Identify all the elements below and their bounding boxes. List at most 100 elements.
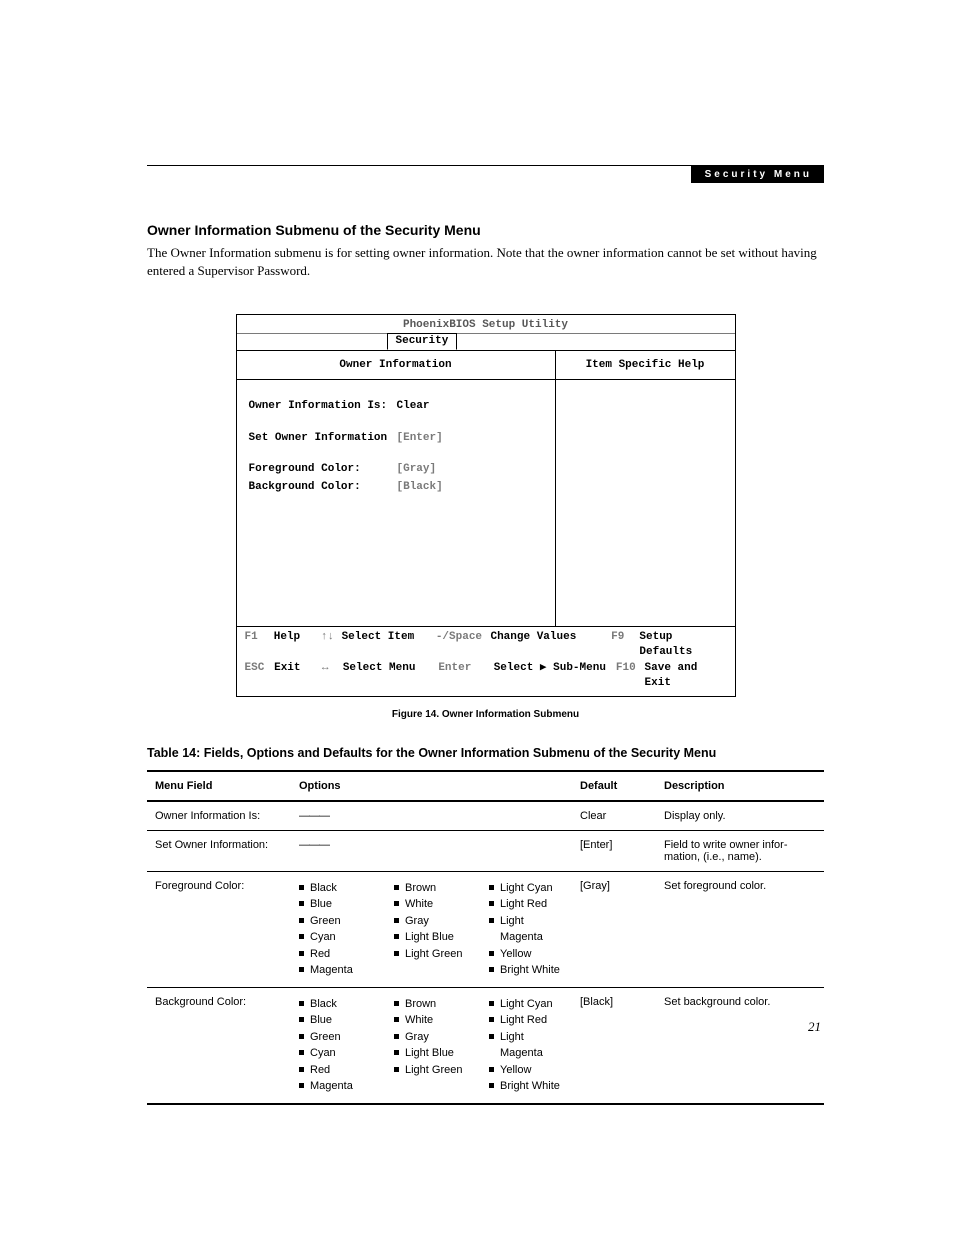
bios-value: Clear [397, 398, 430, 416]
option-item: Yellow [489, 1062, 564, 1079]
cell-description: Display only. [656, 801, 824, 831]
cell-menu-field: Background Color: [147, 987, 291, 1104]
bios-label: Background Color: [249, 479, 397, 497]
option-item: Gray [394, 1029, 469, 1046]
cell-description: Field to write owner infor­mation, (i.e.… [656, 830, 824, 871]
table-row: Owner Information Is:———ClearDisplay onl… [147, 801, 824, 831]
option-item: Brown [394, 880, 469, 897]
option-item: Black [299, 880, 374, 897]
bios-value: [Gray] [397, 461, 437, 479]
option-item: Magenta [299, 962, 374, 979]
table-row: Set Owner Information:———[Enter]Field to… [147, 830, 824, 871]
option-item: Yellow [489, 946, 564, 963]
bios-right-pane: Item Specific Help [556, 351, 735, 626]
bios-key: F9 [611, 630, 639, 661]
bios-value: [Enter] [397, 430, 443, 448]
cell-default: [Gray] [572, 871, 656, 987]
bios-box: PhoenixBIOS Setup Utility Security Owner… [236, 314, 736, 697]
th-options: Options [291, 771, 572, 801]
th-default: Default [572, 771, 656, 801]
option-item: Bright White [489, 1078, 564, 1095]
cell-options: ——— [291, 830, 572, 871]
page-number: 21 [808, 1019, 821, 1035]
option-item: Light Green [394, 946, 469, 963]
option-item: Light Green [394, 1062, 469, 1079]
cell-menu-field: Foreground Color: [147, 871, 291, 987]
cell-default: Clear [572, 801, 656, 831]
bios-action: Setup Defaults [639, 630, 726, 661]
option-item: Green [299, 913, 374, 930]
bios-row-bg-color: Background Color: [Black] [249, 479, 543, 497]
option-item: Cyan [299, 1045, 374, 1062]
option-item: Light Red [489, 896, 564, 913]
cell-menu-field: Owner Information Is: [147, 801, 291, 831]
header-rule: Security Menu [147, 165, 824, 184]
option-item: Blue [299, 1012, 374, 1029]
options-table: Menu Field Options Default Description O… [147, 770, 824, 1105]
bios-footer: F1 Help ↑↓ Select Item -/Space Change Va… [237, 626, 735, 696]
bios-label: Set Owner Information [249, 430, 397, 448]
bios-key: F10 [616, 661, 645, 692]
section-chip: Security Menu [691, 166, 824, 183]
bios-action: Select Item [342, 630, 436, 661]
th-menu-field: Menu Field [147, 771, 291, 801]
table-caption: Table 14: Fields, Options and Defaults f… [147, 746, 824, 760]
option-item: Cyan [299, 929, 374, 946]
bios-key: Enter [438, 661, 493, 692]
option-item: Red [299, 1062, 374, 1079]
bios-left-pane: Owner Information Owner Information Is: … [237, 351, 556, 626]
bios-row-fg-color: Foreground Color: [Gray] [249, 461, 543, 479]
bios-action: Save and Exit [645, 661, 727, 692]
option-item: Magenta [299, 1078, 374, 1095]
cell-description: Set background color. [656, 987, 824, 1104]
option-item: Red [299, 946, 374, 963]
bios-tabbar: Security [237, 333, 735, 350]
cell-description: Set foreground color. [656, 871, 824, 987]
bios-key: -/Space [436, 630, 491, 661]
cell-menu-field: Set Owner Information: [147, 830, 291, 871]
th-description: Description [656, 771, 824, 801]
option-item: Light Red [489, 1012, 564, 1029]
bios-left-header: Owner Information [237, 351, 555, 380]
option-item: Light Magenta [489, 1029, 564, 1062]
option-item: White [394, 896, 469, 913]
bios-action: Exit [274, 661, 322, 692]
table-row: Foreground Color:BlackBlueGreenCyanRedMa… [147, 871, 824, 987]
option-item: Brown [394, 996, 469, 1013]
option-item: Light Magenta [489, 913, 564, 946]
bios-title: PhoenixBIOS Setup Utility [237, 315, 735, 333]
bios-key: F1 [245, 630, 274, 661]
option-item: Blue [299, 896, 374, 913]
bios-key: ↑↓ [321, 630, 342, 661]
option-item: Black [299, 996, 374, 1013]
option-item: White [394, 1012, 469, 1029]
cell-options: ——— [291, 801, 572, 831]
bios-right-header: Item Specific Help [556, 351, 735, 380]
option-item: Light Blue [394, 929, 469, 946]
bios-tab-security: Security [387, 333, 458, 350]
bios-label: Owner Information Is: [249, 398, 397, 416]
option-item: Green [299, 1029, 374, 1046]
intro-paragraph: The Owner Information submenu is for set… [147, 244, 824, 279]
option-item: Gray [394, 913, 469, 930]
bios-action: Select Menu [343, 661, 438, 692]
figure-caption: Figure 14. Owner Information Submenu [147, 709, 824, 720]
page-title: Owner Information Submenu of the Securit… [147, 222, 824, 238]
option-item: Light Cyan [489, 996, 564, 1013]
bios-key: ESC [245, 661, 275, 692]
bios-action: Change Values [490, 630, 611, 661]
option-item: Bright White [489, 962, 564, 979]
table-row: Background Color: BlackBlueGreenCyanRedMa… [147, 987, 824, 1104]
bios-label: Foreground Color: [249, 461, 397, 479]
bios-row-set-owner-info: Set Owner Information [Enter] [249, 430, 543, 448]
option-item: Light Blue [394, 1045, 469, 1062]
cell-default: [Black] [572, 987, 656, 1104]
bios-value: [Black] [397, 479, 443, 497]
bios-row-owner-info-is: Owner Information Is: Clear [249, 398, 543, 416]
bios-key: ↔ [322, 661, 343, 692]
option-item: Light Cyan [489, 880, 564, 897]
bios-action: Help [274, 630, 321, 661]
cell-default: [Enter] [572, 830, 656, 871]
bios-action: Select ▶ Sub-Menu [494, 661, 616, 692]
cell-options: BlackBlueGreenCyanRedMagenta BrownWhiteGr… [291, 871, 572, 987]
